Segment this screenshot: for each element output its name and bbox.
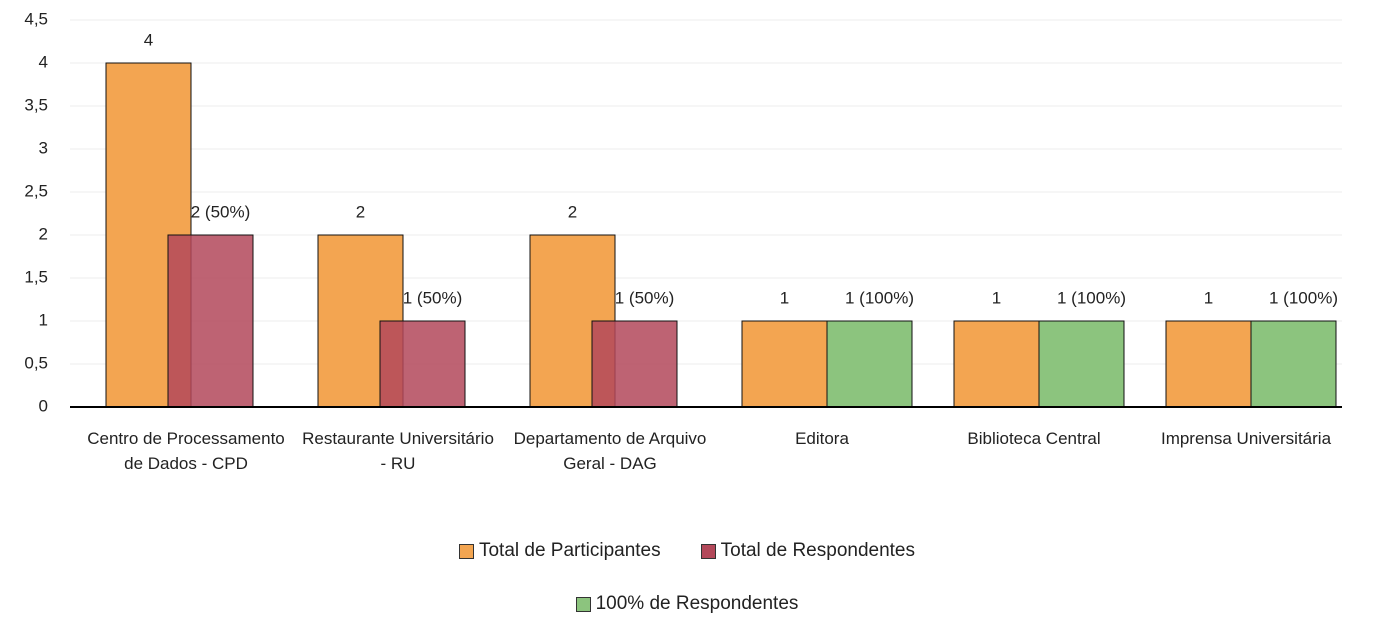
legend-swatch <box>700 543 716 559</box>
bar <box>741 320 828 408</box>
data-label: 1 (100%) <box>1057 288 1126 307</box>
legend-label: Total de Participantes <box>478 540 661 561</box>
legend-label: Total de Respondentes <box>720 540 916 561</box>
legend-swatch <box>575 596 591 612</box>
data-label: 2 <box>356 202 365 221</box>
y-tick-label: 4,5 <box>24 9 48 28</box>
bar <box>953 320 1040 408</box>
y-tick-label: 0 <box>39 396 48 415</box>
legend-swatch <box>458 543 474 559</box>
x-tick-label: Editora <box>795 429 849 448</box>
x-tick-label: Biblioteca Central <box>967 429 1101 448</box>
y-tick-label: 3,5 <box>24 95 48 114</box>
x-tick-label: Restaurante Universitário - RU <box>302 429 494 473</box>
bar <box>1038 320 1125 408</box>
data-label: 1 <box>780 288 789 307</box>
x-tick-label: Departamento de Arquivo Geral - DAG <box>513 429 707 473</box>
y-tick-label: 2 <box>39 224 48 243</box>
data-label: 4 <box>144 30 153 49</box>
bar <box>167 234 254 408</box>
legend: 100% de Respondentes <box>0 593 1374 615</box>
legend: Total de Participantes Total de Responden… <box>0 540 1374 562</box>
data-label: 2 <box>568 202 577 221</box>
y-tick-label: 2,5 <box>24 181 48 200</box>
bar <box>826 320 913 408</box>
y-tick-label: 3 <box>39 138 48 157</box>
data-label: 2 (50%) <box>191 202 251 221</box>
y-tick-label: 1,5 <box>24 267 48 286</box>
y-tick-label: 0,5 <box>24 353 48 372</box>
data-label: 1 <box>1204 288 1213 307</box>
data-label: 1 (50%) <box>615 288 675 307</box>
bar <box>379 320 466 408</box>
legend-item: 100% de Respondentes <box>575 593 799 615</box>
bar <box>1165 320 1252 408</box>
data-label: 1 (100%) <box>845 288 914 307</box>
x-tick-label: Centro de Processamento de Dados - CPD <box>87 429 285 473</box>
legend-item: Total de Participantes <box>458 540 661 562</box>
bar <box>591 320 678 408</box>
data-label: 1 (50%) <box>403 288 463 307</box>
x-tick-label: Imprensa Universitária <box>1160 429 1332 448</box>
data-label: 1 <box>992 288 1001 307</box>
legend-item: Total de Respondentes <box>700 540 916 562</box>
legend-label: 100% de Respondentes <box>595 593 799 614</box>
y-tick-label: 1 <box>39 310 48 329</box>
bar <box>1250 320 1337 408</box>
y-tick-label: 4 <box>39 52 48 71</box>
data-label: 1 (100%) <box>1269 288 1338 307</box>
